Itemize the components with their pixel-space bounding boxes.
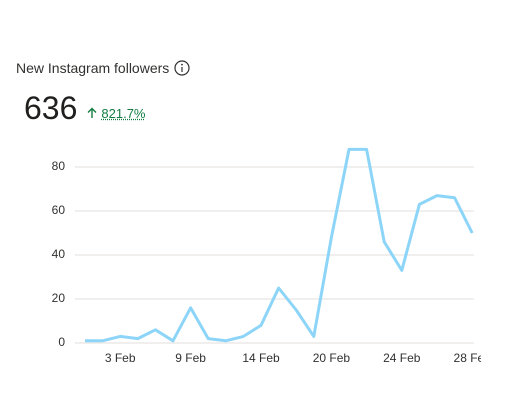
y-tick-label: 60 <box>52 203 66 217</box>
y-tick-label: 80 <box>52 159 66 173</box>
info-icon[interactable] <box>174 60 190 76</box>
y-tick-label: 20 <box>52 291 66 305</box>
kpi-value: 636 <box>24 90 78 126</box>
x-tick-label: 28 Feb <box>454 351 492 365</box>
kpi: 636 821.7% <box>24 90 145 127</box>
series-line <box>85 147 474 343</box>
y-tick-label: 0 <box>58 335 65 349</box>
x-tick-label: 24 Feb <box>383 351 421 365</box>
x-tick-label: 3 Feb <box>105 351 136 365</box>
x-tick-label: 14 Feb <box>242 351 280 365</box>
kpi-change: 821.7% <box>87 106 145 121</box>
x-tick-label: 20 Feb <box>313 351 351 365</box>
chart-title-row: New Instagram followers <box>16 60 190 76</box>
chart-title: New Instagram followers <box>16 60 170 76</box>
up-arrow <box>87 107 97 118</box>
x-tick-label: 9 Feb <box>175 351 206 365</box>
kpi-change-value: 821.7% <box>101 105 146 121</box>
y-tick-label: 40 <box>52 247 66 261</box>
